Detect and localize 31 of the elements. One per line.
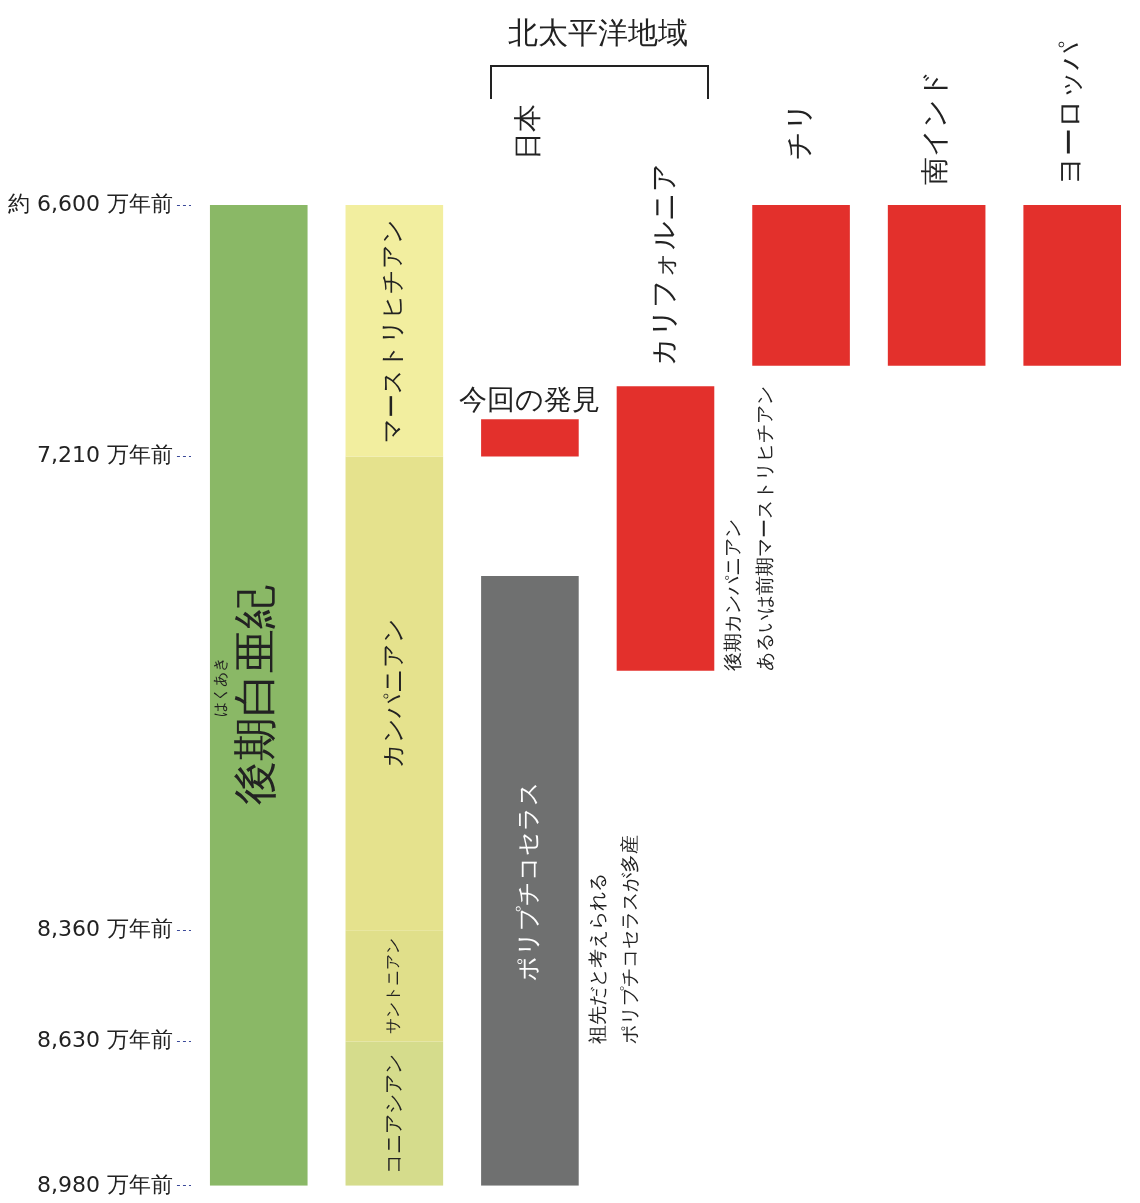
text: 北太平洋地域 [507, 14, 688, 50]
x-tick-label: カリフォルニア [646, 163, 680, 367]
bar [616, 386, 715, 671]
series-label: コニアシアン [380, 1053, 405, 1174]
annotation: はくあき [211, 657, 230, 718]
x-tick-label: 日本 [511, 104, 545, 160]
bar [209, 205, 308, 1186]
annotation: あるいは前期マーストリヒチアン [753, 385, 776, 671]
annotation: 今回の発見 [459, 382, 601, 416]
series-label: カンパニアン [378, 618, 407, 769]
x-tick-label: チリ [782, 102, 816, 160]
y-tick-label: 8,630 万年前 [36, 1027, 173, 1053]
y-tick-label: 8,980 万年前 [36, 1171, 173, 1197]
annotation: ポリプチコセラスが多産 [617, 834, 640, 1044]
bar [1023, 205, 1122, 366]
series-label: ポリプチコセラス [514, 780, 543, 981]
bar [752, 205, 850, 366]
bar [481, 575, 579, 1186]
x-tick-label: ヨーロッパ [1053, 41, 1087, 185]
annotation: 祖先だと考えられる [585, 872, 608, 1044]
series-label: マーストリヒチアン [378, 218, 407, 443]
series-label: サントニアン [383, 937, 403, 1034]
y-tick-label: 7,210 万年前 [36, 442, 173, 468]
y-tick-label: 約 6,600 万年前 [8, 190, 173, 216]
bar [481, 419, 579, 457]
y-tick-label: 8,360 万年前 [36, 916, 173, 942]
series-label: 後期白亜紀 [229, 585, 281, 806]
bar [887, 205, 986, 366]
annotation: 後期カンパニアン [721, 518, 744, 671]
x-tick-label: 南インド [917, 70, 951, 185]
bar [345, 205, 444, 457]
